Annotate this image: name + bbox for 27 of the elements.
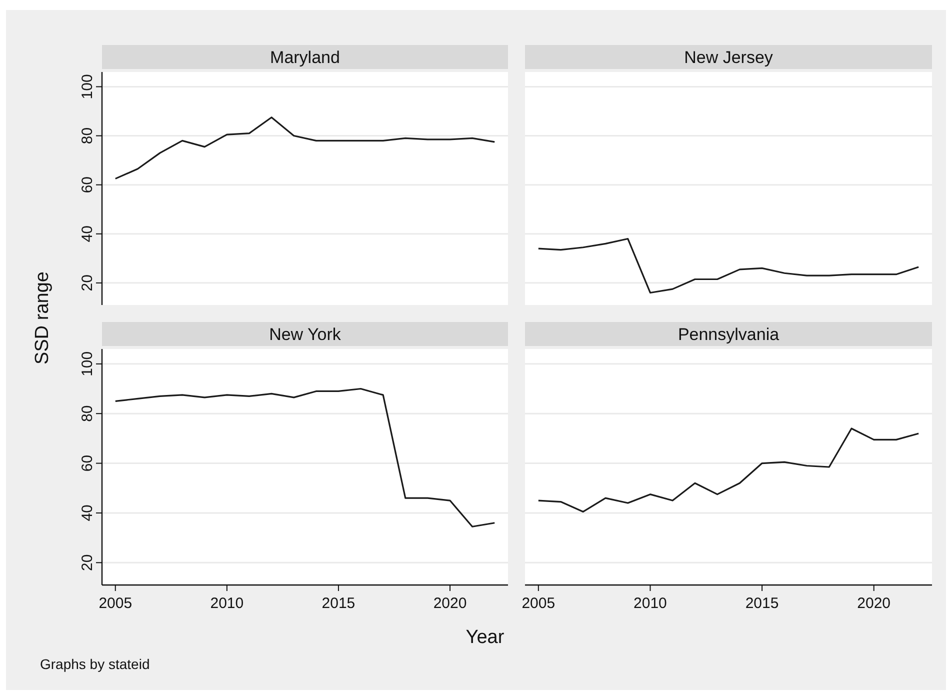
y-tick-label: 20 bbox=[79, 554, 96, 571]
x-tick-label: 2015 bbox=[322, 595, 356, 612]
chart-title: Pennsylvania bbox=[678, 325, 780, 344]
text: Graphs by stateid bbox=[40, 656, 150, 672]
x-tick-label: 2015 bbox=[745, 595, 779, 612]
y-tick-label: 60 bbox=[79, 454, 96, 472]
y-axis-title: SSD range bbox=[32, 272, 53, 364]
x-tick-label: 2020 bbox=[433, 595, 467, 612]
y-tick-label: 40 bbox=[79, 504, 96, 522]
y-tick-label: 40 bbox=[79, 226, 96, 242]
x-axis-title: Year bbox=[466, 627, 505, 648]
x-tick-label: 2020 bbox=[857, 595, 891, 612]
chart-title: Maryland bbox=[270, 48, 340, 67]
line-series bbox=[114, 388, 496, 528]
y-tick-label: 100 bbox=[79, 351, 96, 376]
chart-title: New York bbox=[269, 325, 342, 344]
y-tick-label: 100 bbox=[79, 74, 96, 100]
x-tick-label: 2010 bbox=[634, 595, 667, 612]
y-tick-label: 80 bbox=[79, 127, 96, 144]
y-tick-label: 80 bbox=[79, 405, 96, 422]
line-series bbox=[114, 116, 496, 180]
x-tick-label: 2010 bbox=[210, 595, 244, 612]
chart-title: New Jersey bbox=[684, 48, 774, 67]
x-tick-label: 2005 bbox=[522, 595, 556, 612]
y-tick-label: 60 bbox=[79, 176, 96, 194]
x-tick-label: 2005 bbox=[98, 595, 132, 612]
y-tick-label: 20 bbox=[79, 274, 96, 292]
